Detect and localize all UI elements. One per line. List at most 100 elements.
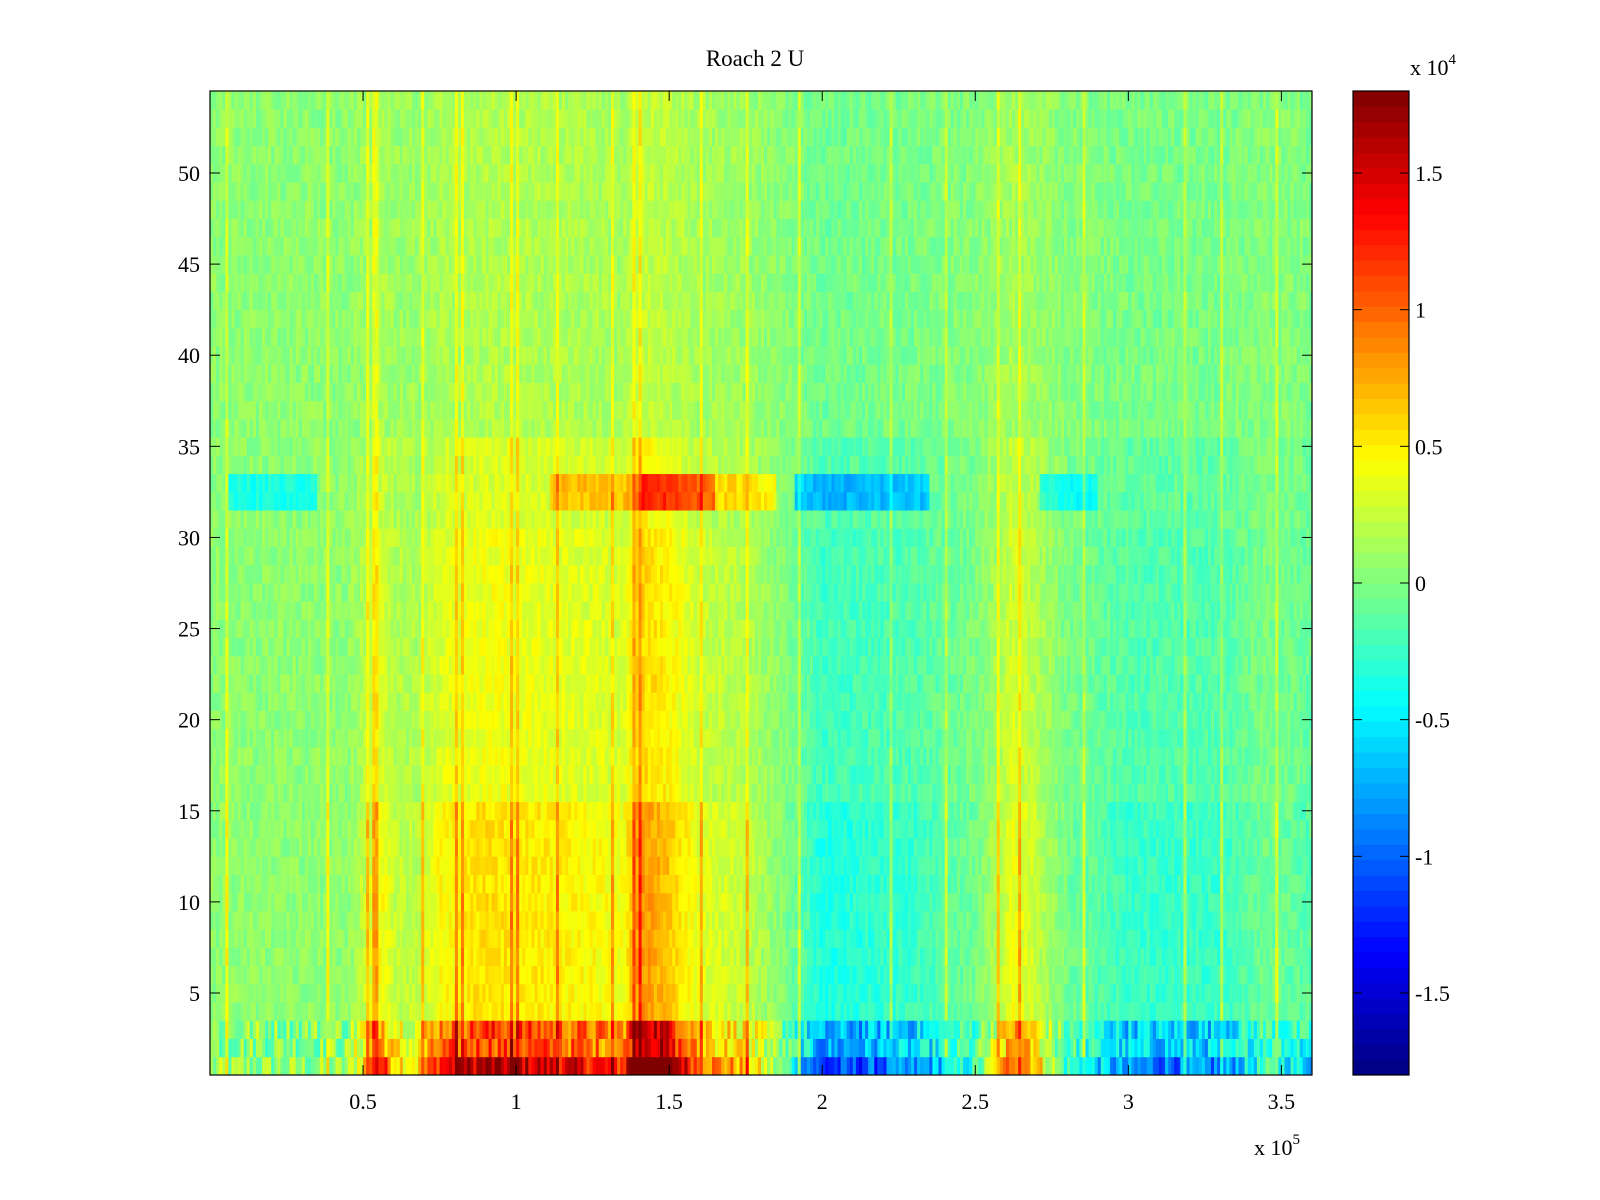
heatmap-cell xyxy=(320,911,324,930)
heatmap-cell xyxy=(800,947,805,967)
heatmap-cell xyxy=(975,947,979,967)
heatmap-cell xyxy=(592,965,597,985)
heatmap-cell xyxy=(1106,947,1111,967)
heatmap-cell xyxy=(611,856,615,875)
heatmap-cell xyxy=(457,1002,462,1021)
heatmap-cell xyxy=(972,947,976,967)
heatmap-cell xyxy=(880,1020,884,1039)
heatmap-cell xyxy=(987,838,991,857)
heatmap-cell xyxy=(1039,838,1044,857)
heatmap-cell xyxy=(1220,874,1224,894)
heatmap-cell xyxy=(776,1002,780,1021)
heatmap-cell xyxy=(1253,965,1258,985)
heatmap-cell xyxy=(562,1002,566,1021)
heatmap-cell xyxy=(1226,1020,1230,1039)
heatmap-cell xyxy=(396,838,401,857)
heatmap-cell xyxy=(531,1038,535,1058)
heatmap-cell xyxy=(1073,819,1077,839)
heatmap-cell xyxy=(659,1020,664,1039)
heatmap-cell xyxy=(344,1038,349,1058)
heatmap-cell xyxy=(246,1056,251,1076)
heatmap-cell xyxy=(555,983,560,1003)
heatmap-cell xyxy=(907,874,912,894)
heatmap-cell xyxy=(956,1020,961,1039)
heatmap-cell xyxy=(641,929,646,948)
heatmap-cell xyxy=(335,838,339,857)
heatmap-cell xyxy=(926,1002,930,1021)
heatmap-cell xyxy=(718,1056,722,1076)
heatmap-cell xyxy=(1100,874,1105,894)
heatmap-cell xyxy=(304,892,309,912)
heatmap-cell xyxy=(1226,892,1230,912)
heatmap-cell xyxy=(375,965,379,985)
heatmap-cell xyxy=(540,1038,545,1058)
heatmap-cell xyxy=(773,874,777,894)
heatmap-cell xyxy=(938,1056,942,1076)
heatmap-cell xyxy=(941,856,946,875)
heatmap-cell xyxy=(895,892,900,912)
heatmap-cell xyxy=(1244,874,1249,894)
heatmap-cell xyxy=(265,929,269,948)
heatmap-cell xyxy=(1027,838,1031,857)
heatmap-cell xyxy=(1149,947,1154,967)
heatmap-cell xyxy=(788,1002,793,1021)
heatmap-cell xyxy=(1186,929,1190,948)
heatmap-cell xyxy=(1088,929,1092,948)
heatmap-cell xyxy=(1287,983,1291,1003)
heatmap-cell xyxy=(497,1020,502,1039)
heatmap-cell xyxy=(868,892,872,912)
heatmap-cell xyxy=(687,1056,691,1076)
heatmap-cell xyxy=(1241,1020,1246,1039)
heatmap-cell xyxy=(1183,838,1187,857)
heatmap-cell xyxy=(1088,1056,1092,1076)
heatmap-cell xyxy=(304,1038,309,1058)
heatmap-cell xyxy=(1192,1056,1197,1076)
heatmap-cell xyxy=(727,1020,731,1039)
heatmap-cell xyxy=(1266,838,1270,857)
heatmap-cell xyxy=(552,838,557,857)
heatmap-cell xyxy=(858,947,863,967)
heatmap-cell xyxy=(1296,1038,1301,1058)
heatmap-cell xyxy=(840,1056,845,1076)
heatmap-cell xyxy=(338,965,343,985)
heatmap-cell xyxy=(975,1002,979,1021)
heatmap-cell xyxy=(1177,892,1181,912)
heatmap-cell xyxy=(1027,1020,1031,1039)
heatmap-cell xyxy=(1198,929,1203,948)
heatmap-cell xyxy=(987,874,991,894)
heatmap-cell xyxy=(461,1038,465,1058)
heatmap-cell xyxy=(1134,1020,1138,1039)
heatmap-cell xyxy=(1256,892,1261,912)
heatmap-cell xyxy=(598,965,603,985)
heatmap-cell xyxy=(366,1002,370,1021)
heatmap-cell xyxy=(650,929,655,948)
heatmap-cell xyxy=(956,965,961,985)
heatmap-cell xyxy=(855,874,860,894)
heatmap-cell xyxy=(436,1038,440,1058)
heatmap-cell xyxy=(369,983,373,1003)
heatmap-cell xyxy=(923,892,927,912)
heatmap-cell xyxy=(1082,929,1086,948)
heatmap-cell xyxy=(1272,856,1276,875)
heatmap-cell xyxy=(589,838,594,857)
heatmap-cell xyxy=(1250,983,1255,1003)
heatmap-cell xyxy=(1165,929,1169,948)
heatmap-cell xyxy=(1198,1020,1203,1039)
heatmap-cell xyxy=(476,819,480,839)
heatmap-cell xyxy=(963,1056,967,1076)
heatmap-cell xyxy=(562,874,566,894)
heatmap-cell xyxy=(956,929,961,948)
heatmap-cell xyxy=(332,929,336,948)
heatmap-cell xyxy=(1064,929,1068,948)
heatmap-cell xyxy=(583,819,587,839)
heatmap-cell xyxy=(467,947,471,967)
heatmap-cell xyxy=(442,819,447,839)
heatmap-cell xyxy=(770,819,774,839)
heatmap-cell xyxy=(464,819,468,839)
heatmap-cell xyxy=(889,947,894,967)
heatmap-cell xyxy=(776,1020,780,1039)
heatmap-cell xyxy=(491,819,496,839)
heatmap-cell xyxy=(892,819,897,839)
heatmap-cell xyxy=(1204,929,1209,948)
heatmap-cell xyxy=(718,819,722,839)
